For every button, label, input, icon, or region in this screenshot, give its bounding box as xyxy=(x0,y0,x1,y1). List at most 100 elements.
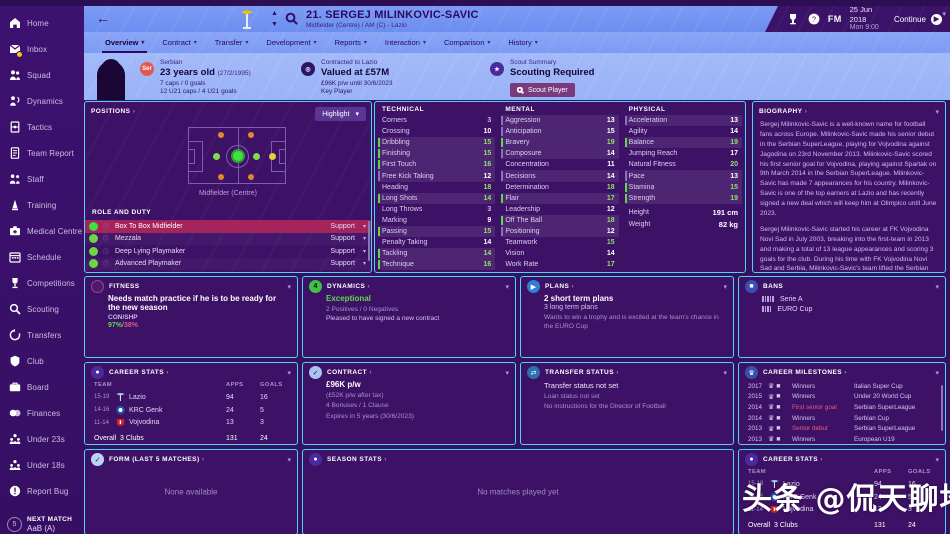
sidebar-item-schedule[interactable]: Schedule xyxy=(0,244,84,270)
sidebar-item-club[interactable]: Club xyxy=(0,348,84,374)
player-spinner[interactable]: ▲ ▼ xyxy=(271,10,278,28)
role-list: ⓘ Box To Box Midfielder Support ▾ ⓘ Mezzala Su… xyxy=(85,220,371,272)
milestones-scrollbar[interactable] xyxy=(941,385,943,431)
sidebar-item-team-report[interactable]: Team Report xyxy=(0,140,84,166)
sidebar-item-label: Tactics xyxy=(27,122,53,132)
tab-contract[interactable]: Contract ▾ xyxy=(153,32,205,53)
table-row[interactable]: 14-16 KRC Genk 24 5 xyxy=(94,404,290,417)
chevron-down-icon[interactable]: ▾ xyxy=(505,283,509,291)
player-info-strip: Ser Serbian 23 years old (27/2/1995) 7 c… xyxy=(84,53,950,100)
chevron-down-icon[interactable]: ▾ xyxy=(942,11,946,18)
tab-overview[interactable]: Overview ▾ xyxy=(96,32,153,53)
help-icon[interactable]: ? xyxy=(803,6,823,32)
sidebar-item-staff[interactable]: Staff xyxy=(0,166,84,192)
attribute-row: First Touch 16 xyxy=(378,159,496,171)
chevron-down-icon[interactable]: ▾ xyxy=(287,456,291,464)
sidebar-item-label: Report Bug xyxy=(27,486,69,496)
chevron-down-icon[interactable]: ▾ xyxy=(287,283,291,291)
scout-player-button[interactable]: Scout Player xyxy=(510,83,575,98)
table-row[interactable]: 11-14 Vojvodina 13 3 xyxy=(94,417,290,430)
under18-icon xyxy=(8,459,21,472)
tab-comparison[interactable]: Comparison ▾ xyxy=(435,32,499,53)
club-crest-icon: ■ xyxy=(776,393,781,401)
career-club: KRC Genk xyxy=(116,404,226,417)
attribute-bar xyxy=(378,138,380,148)
role-scrollbar[interactable] xyxy=(368,221,370,261)
tab-transfer[interactable]: Transfer ▾ xyxy=(206,32,258,53)
role-row[interactable]: ⓘ Box To Box Midfielder Support ▾ xyxy=(85,220,371,233)
contract-title: CONTRACT xyxy=(327,369,368,376)
flag-icon: Ser xyxy=(140,62,154,76)
attribute-row: Heading 18 xyxy=(378,182,495,193)
chevron-down-icon[interactable]: ▾ xyxy=(362,223,366,230)
table-row[interactable]: 15-19 Lazio 94 16 xyxy=(94,391,290,404)
info-icon[interactable]: ⓘ xyxy=(103,224,110,231)
season-empty-message: No matches played yet xyxy=(477,487,559,497)
sidebar-item-label: Under 23s xyxy=(27,434,65,444)
chevron-down-icon[interactable]: ▾ xyxy=(723,369,727,377)
club-crest-icon: ■ xyxy=(776,435,781,443)
table-row[interactable]: 15-19 Lazio 94 16 xyxy=(748,478,938,491)
back-arrow-icon[interactable]: ← xyxy=(96,10,110,26)
info-icon[interactable]: ⓘ xyxy=(103,262,110,269)
role-row[interactable]: ⓘCentral MidfielderAttack▾ xyxy=(85,270,371,272)
sidebar-item-transfers[interactable]: Transfers xyxy=(0,322,84,348)
tab-reports[interactable]: Reports ▾ xyxy=(326,32,376,53)
sidebar-item-medical-centre[interactable]: Medical Centre xyxy=(0,218,84,244)
chevron-down-icon[interactable]: ▾ xyxy=(935,108,939,116)
sidebar-item-squad[interactable]: Squad xyxy=(0,62,84,88)
sidebar-item-board[interactable]: Board xyxy=(0,374,84,400)
trophy-icon[interactable] xyxy=(783,6,803,32)
stripe-decoration xyxy=(84,32,950,53)
tab-interaction[interactable]: Interaction ▾ xyxy=(376,32,435,53)
chevron-down-icon[interactable]: ▾ xyxy=(505,369,509,377)
role-rating-dot xyxy=(89,246,98,256)
sidebar-item-finances[interactable]: Finances xyxy=(0,400,84,426)
chevron-down-icon[interactable]: ▾ xyxy=(362,248,366,255)
chevron-down-icon[interactable]: ▾ xyxy=(935,456,939,464)
chevron-down-icon: ▾ xyxy=(193,40,197,46)
info-icon[interactable]: ⓘ xyxy=(103,249,110,256)
career-overall-apps: 131 xyxy=(226,435,238,443)
next-match-widget[interactable]: 5 NEXT MATCH AaB (A) xyxy=(0,516,84,534)
club-crest-icon: ◎ xyxy=(301,62,315,76)
highlight-dropdown[interactable]: Highlight ▾ xyxy=(315,107,366,121)
career-years: 14-16 xyxy=(748,494,764,501)
sidebar-item-under-23s[interactable]: Under 23s xyxy=(0,426,84,452)
sidebar-item-report-bug[interactable]: Report Bug xyxy=(0,478,84,504)
sidebar-item-competitions[interactable]: Competitions xyxy=(0,270,84,296)
chevron-down-icon: ▾ xyxy=(313,40,317,46)
sidebar-item-label: Home xyxy=(27,18,49,28)
sidebar-item-dynamics[interactable]: Dynamics xyxy=(0,88,84,114)
chevron-down-icon[interactable]: ▾ xyxy=(935,369,939,377)
role-row[interactable]: ⓘ Advanced Playmaker Support ▾ xyxy=(85,258,371,271)
chevron-down-icon[interactable]: ▾ xyxy=(362,236,366,243)
trophy-icon xyxy=(8,277,21,290)
chevron-down-icon[interactable]: ▾ xyxy=(362,261,366,268)
scout-block: Scout Summary Scouting Required Scout Pl… xyxy=(510,59,594,100)
sidebar-item-under-18s[interactable]: Under 18s xyxy=(0,452,84,478)
chevron-down-icon[interactable]: ▾ xyxy=(935,283,939,291)
table-row[interactable]: 14-16 KRC Genk 24 5 xyxy=(748,491,938,504)
attribute-row: Aggression 13 xyxy=(501,115,619,127)
attribute-value: 15 xyxy=(483,150,492,158)
sidebar-item-inbox[interactable]: Inbox xyxy=(0,36,84,62)
milestone-year: 2015 xyxy=(748,393,763,401)
table-row[interactable]: 11-14 Vojvodina 13 3 xyxy=(748,504,938,517)
sidebar-item-training[interactable]: Training xyxy=(0,192,84,218)
tab-history[interactable]: History ▾ xyxy=(499,32,546,53)
chevron-down-icon[interactable]: ▾ xyxy=(287,369,291,377)
search-icon[interactable] xyxy=(285,12,298,25)
sidebar-item-scouting[interactable]: Scouting xyxy=(0,296,84,322)
attribute-name: Marking xyxy=(382,216,407,224)
dynamics-counts: 2 Positives / 0 Negatives xyxy=(326,305,399,313)
role-row[interactable]: ⓘ Deep Lying Playmaker Support ▾ xyxy=(85,245,371,258)
contract-club-label: Contracted to Lazio xyxy=(321,59,378,66)
sidebar-item-tactics[interactable]: Tactics xyxy=(0,114,84,140)
chevron-down-icon[interactable]: ▾ xyxy=(723,283,727,291)
continue-button[interactable]: Continue ▶ xyxy=(894,13,950,25)
info-icon[interactable]: ⓘ xyxy=(103,237,110,244)
tab-development[interactable]: Development ▾ xyxy=(257,32,325,53)
role-row[interactable]: ⓘ Mezzala Support ▾ xyxy=(85,233,371,246)
sidebar-item-home[interactable]: Home xyxy=(0,10,84,36)
